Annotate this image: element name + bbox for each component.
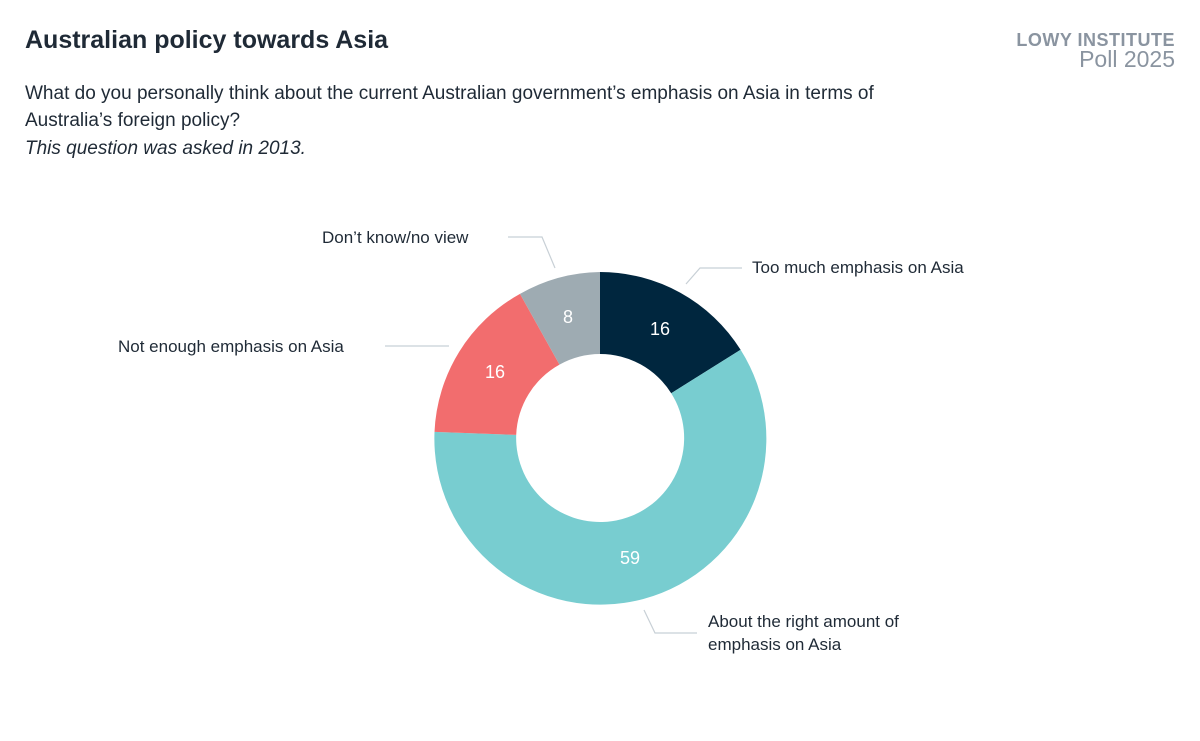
label-too-much: Too much emphasis on Asia bbox=[752, 258, 964, 277]
label-about-right-line1: About the right amount of bbox=[708, 612, 899, 631]
brand-logo-line2: Poll 2025 bbox=[1079, 46, 1175, 72]
chart-title: Australian policy towards Asia bbox=[25, 26, 389, 54]
leader-dont-know bbox=[508, 236, 556, 269]
slice-about-right[interactable] bbox=[434, 349, 767, 605]
value-dont-know: 8 bbox=[563, 307, 573, 327]
chart-question: What do you personally think about the c… bbox=[25, 83, 874, 131]
value-about-right: 59 bbox=[620, 548, 640, 568]
value-not-enough: 16 bbox=[485, 362, 505, 382]
leader-about-right bbox=[643, 609, 697, 634]
label-about-right-line2: emphasis on Asia bbox=[708, 635, 842, 654]
chart-note: This question was asked in 2013. bbox=[25, 138, 306, 159]
label-dont-know: Don’t know/no view bbox=[322, 228, 469, 247]
slice-not-enough[interactable] bbox=[434, 293, 560, 435]
value-too-much: 16 bbox=[650, 319, 670, 339]
slice-too-much[interactable] bbox=[600, 272, 741, 394]
leader-too-much bbox=[685, 267, 742, 285]
label-not-enough: Not enough emphasis on Asia bbox=[118, 337, 344, 356]
slice-dont-know[interactable] bbox=[520, 272, 600, 365]
brand-logo-line1: LOWY INSTITUTE bbox=[1016, 30, 1175, 50]
